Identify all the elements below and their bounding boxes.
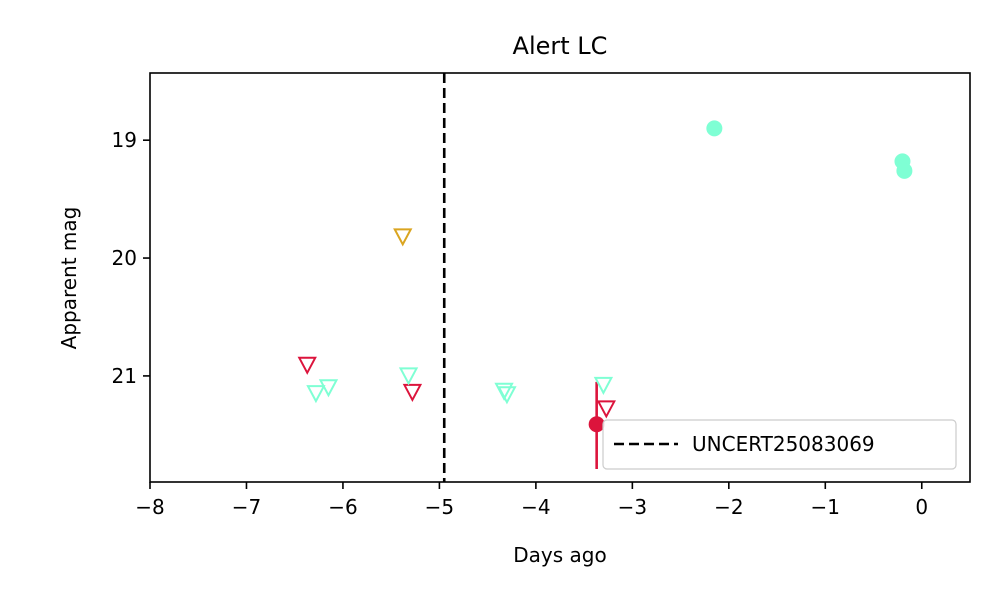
y-axis-label: Apparent mag [57, 207, 81, 350]
x-tick-label: 0 [915, 495, 928, 519]
data-point-triangle [497, 386, 517, 405]
legend-box [602, 419, 957, 470]
x-tick-label: −6 [328, 495, 357, 519]
data-point-circle [588, 416, 605, 433]
data-point-triangle [318, 379, 339, 398]
data-point-circle [706, 120, 723, 137]
data-point-triangle [306, 385, 326, 404]
chart-title: Alert LC [513, 32, 608, 60]
axes: −8 −7 −6 −5 −4 −3 −2 −1 0 19 20 21 [112, 72, 971, 519]
plot-frame [149, 72, 971, 483]
y-tick-label: 20 [112, 246, 137, 270]
data-point-triangle [398, 367, 419, 386]
legend-label: UNCERT25083069 [692, 432, 875, 456]
x-tick-label: −7 [232, 495, 261, 519]
x-tick-label: −4 [521, 495, 550, 519]
x-tick-label: −5 [425, 495, 454, 519]
data-point-triangle [297, 356, 317, 375]
plot-inner [297, 73, 913, 482]
x-tick-label: −3 [618, 495, 647, 519]
legend: UNCERT25083069 [602, 419, 957, 470]
x-tick-label: −2 [714, 495, 743, 519]
x-tick-label: −8 [135, 495, 164, 519]
data-point-circle [896, 162, 913, 179]
y-tick-label: 21 [112, 364, 137, 388]
data-point-triangle [393, 228, 413, 247]
plot-area [297, 73, 913, 482]
x-tick-label: −1 [811, 495, 840, 519]
y-tick-label: 19 [112, 128, 137, 152]
data-point-triangle [593, 376, 614, 395]
data-point-triangle [596, 400, 616, 419]
data-point-triangle [402, 383, 423, 403]
x-axis-label: Days ago [513, 543, 606, 567]
